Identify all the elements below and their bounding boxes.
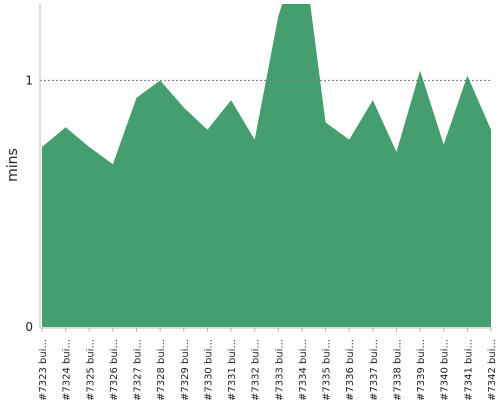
x-tick-label: #7335 bui... [322,339,333,400]
x-tick-label: #7341 bui... [463,339,474,400]
x-tick-label: #7330 bui... [203,339,214,400]
x-tick-label: #7333 bui... [274,339,285,400]
x-tick-label: #7325 bui... [85,339,96,400]
x-tick-label: #7331 bui... [227,339,238,400]
x-tick-label: #7332 bui... [251,339,262,400]
x-tick-label: #7339 bui... [416,339,427,400]
x-tick-label: #7324 bui... [62,339,73,400]
y-tick-label: 0 [25,320,33,334]
x-tick-label: #7328 bui... [156,339,167,400]
x-tick-label: #7334 bui... [298,339,309,400]
x-tick-label: #7338 bui... [392,339,403,400]
x-tick-label: #7337 bui... [369,339,380,400]
x-tick-label: #7323 bui... [38,339,49,400]
x-tick-label: #7327 bui... [133,339,144,400]
y-tick-label: 1 [25,73,33,87]
x-tick-label: #7329 bui... [180,339,191,400]
x-tick-label: #7340 bui... [440,339,451,400]
x-tick-label: #7342 bui... [487,339,498,400]
y-axis-label: mins [5,148,21,182]
area [42,4,491,327]
x-tick-label: #7326 bui... [109,339,120,400]
x-tick-label: #7336 bui... [345,339,356,400]
